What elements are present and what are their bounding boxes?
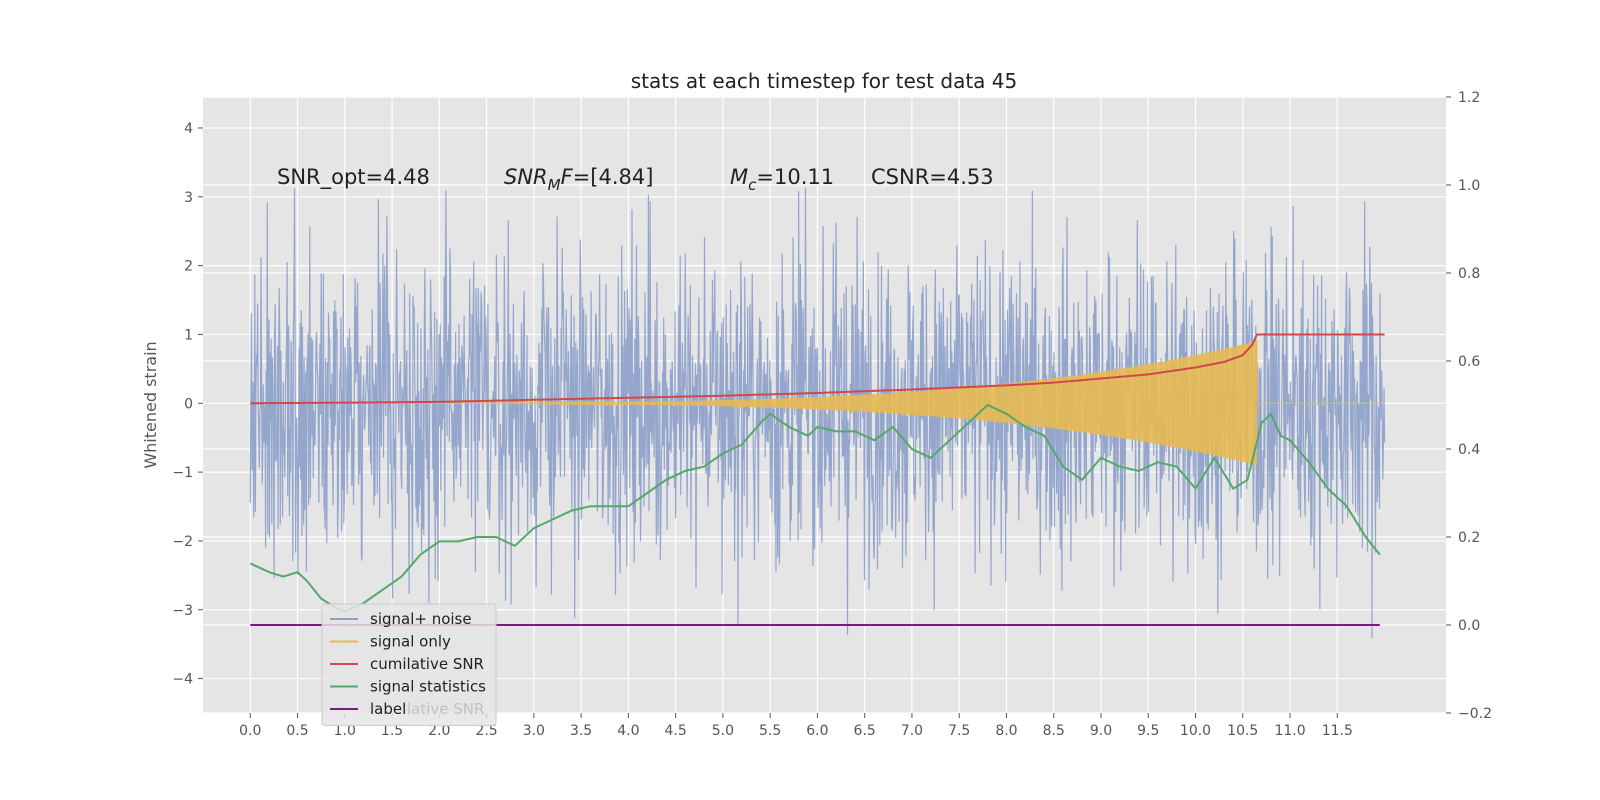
y-tick-label: 4 [184,121,193,137]
annotation-snr-opt: SNR_opt=4.48 [277,165,430,190]
series-signal-noise-line [249,187,1386,639]
x-tick-label: 2.0 [428,723,450,739]
y-axis-label: Whitened strain [141,341,160,468]
legend-hidden-fragment: lative SNR [407,700,484,718]
x-tick-label: 2.5 [475,723,497,739]
x-tick-label: 6.5 [854,723,876,739]
y2-tick-label: 0.2 [1458,530,1480,546]
legend-label: cumilative SNR [370,655,484,673]
x-tick-label: 3.0 [523,723,545,739]
legend-label: signal only [370,633,451,651]
legend-label: signal statistics [370,678,486,696]
x-tick-label: 9.0 [1090,723,1112,739]
x-tick-label: 11.0 [1274,723,1305,739]
annotation-snr-mf-symbol: SNR [504,165,548,189]
legend: lative SNR signal+ noise signal only cumila… [321,603,497,726]
y2-tick-label: 1.2 [1458,90,1480,106]
y-tick-label: −2 [172,534,193,550]
chart-title: stats at each timestep for test data 45 [631,69,1017,93]
x-tick-label: 6.0 [806,723,828,739]
y-tick-label: 3 [184,190,193,206]
annotation-csnr: CSNR=4.53 [871,165,994,189]
annotation-mc-value: =10.11 [756,165,834,189]
axes-layer: 0.0 0.5 1.0 1.5 2.0 2.5 3.0 3.5 4.0 4.5 5.0 5.5 6.0 6… [172,90,1492,739]
y-tick-label: −3 [172,603,193,619]
annotation-mc-symbol: M [730,165,748,189]
x-tick-label: 4.5 [664,723,686,739]
y2-tick-label: 0.4 [1458,442,1480,458]
x-tick-label: 1.5 [381,723,403,739]
y2-tick-label: 0.8 [1458,266,1480,282]
annotation-mc-subscript: c [748,176,757,194]
x-tick-label: 8.0 [995,723,1017,739]
y-tick-label: 0 [184,396,193,412]
legend-label: signal+ noise [370,610,472,628]
y-tick-label: 2 [184,259,193,275]
series-signal-statistics-line [249,403,1381,613]
annotation-snr-mf-subscript: M [548,176,561,194]
annotation-snr-mf-value: =[4.84] [573,165,654,189]
x-tick-label: 10.0 [1180,723,1211,739]
x-tick-label: 8.5 [1043,723,1065,739]
y-tick-label: 1 [184,327,193,343]
x-tick-label: 7.0 [901,723,923,739]
legend-label: label [370,700,406,718]
y-tick-label: −4 [172,672,193,688]
x-tick-label: 0.5 [286,723,308,739]
x-tick-label: 5.5 [759,723,781,739]
y2-tick-label: 0.6 [1458,354,1480,370]
x-tick-label: 7.5 [948,723,970,739]
legend-box [321,603,497,726]
annotation-snr-mf: SNRMF=[4.84] [504,165,653,194]
x-tick-label: 5.0 [712,723,734,739]
annotation-mc: Mc=10.11 [730,165,834,194]
annotation-snr-mf-f: F [561,165,574,189]
x-tick-label: 3.5 [570,723,592,739]
series-cumilative-snr-line [250,333,1385,405]
x-tick-label: 10.5 [1227,723,1258,739]
series-signal-only-line [250,341,1385,466]
y2-tick-label: 0.0 [1458,618,1480,634]
x-tick-label: 0.0 [239,723,261,739]
x-tick-label: 1.0 [334,723,356,739]
y2-tick-label: 1.0 [1458,178,1480,194]
y-tick-label: −1 [172,465,193,481]
x-tick-label: 4.0 [617,723,639,739]
x-tick-label: 9.5 [1137,723,1159,739]
grid [203,96,1446,714]
x-tick-label: 11.5 [1322,723,1353,739]
y2-tick-label: −0.2 [1458,706,1492,722]
